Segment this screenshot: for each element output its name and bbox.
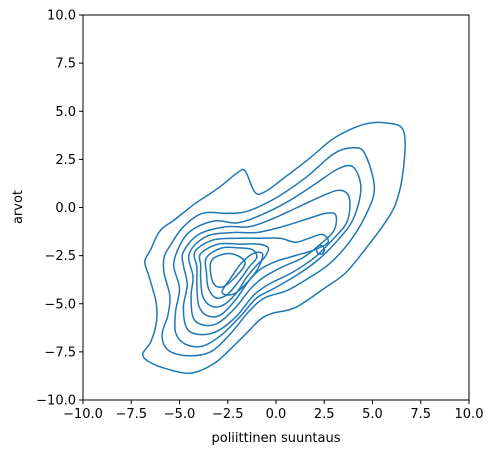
x-tick-label: 5.0: [362, 407, 383, 422]
contour-line-8: [204, 246, 258, 299]
x-tick-label: 7.5: [410, 407, 431, 422]
contour-lines: [142, 121, 406, 375]
y-axis-label: arvot: [11, 190, 26, 224]
y-tick-label: −5.0: [44, 297, 76, 312]
contour-line-10: [221, 251, 264, 296]
contour-line-6: [193, 233, 330, 318]
x-tick-label: 2.5: [314, 407, 335, 422]
y-ticks: −10.0 −7.5 −5.0 −2.5 0.0 2.5 5.0 7.5 10.0: [36, 9, 83, 409]
x-tick-label: −5.0: [164, 407, 196, 422]
y-tick-label: −10.0: [36, 394, 76, 409]
y-tick-label: 7.5: [55, 57, 76, 72]
y-tick-label: 0.0: [55, 201, 76, 216]
y-tick-label: −2.5: [44, 249, 76, 264]
contour-line-3: [172, 164, 362, 348]
contour-line-5: [187, 212, 338, 327]
contour-line-1: [142, 121, 406, 375]
contour-line-11: [315, 244, 326, 255]
y-tick-label: 2.5: [55, 153, 76, 168]
x-tick-label: −2.5: [212, 407, 244, 422]
x-ticks: −10.0 −7.5 −5.0 −2.5 0.0 2.5 5.0 7.5 10.0: [63, 400, 483, 422]
y-tick-label: 5.0: [55, 105, 76, 120]
x-tick-label: 10.0: [455, 407, 484, 422]
x-tick-label: 0.0: [266, 407, 287, 422]
x-axis-label: poliittinen suuntaus: [211, 431, 340, 446]
y-tick-label: −7.5: [44, 345, 76, 360]
y-tick-label: 10.0: [47, 9, 76, 24]
plot-frame: [82, 14, 470, 401]
contour-line-9: [209, 252, 246, 288]
contour-line-7: [198, 242, 270, 308]
x-tick-label: −10.0: [63, 407, 103, 422]
contour-line-4: [181, 189, 351, 336]
x-tick-label: −7.5: [115, 407, 147, 422]
contour-line-2: [161, 147, 376, 357]
